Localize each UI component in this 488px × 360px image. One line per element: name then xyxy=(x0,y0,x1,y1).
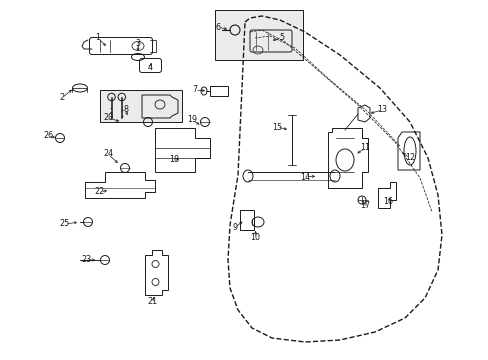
Text: 4: 4 xyxy=(147,63,152,72)
Text: 10: 10 xyxy=(249,234,260,243)
Text: 18: 18 xyxy=(169,156,179,165)
Text: 12: 12 xyxy=(404,153,414,162)
Bar xyxy=(215,10,303,60)
Text: 24: 24 xyxy=(103,149,113,158)
Text: 8: 8 xyxy=(123,105,128,114)
Text: 7: 7 xyxy=(192,85,197,94)
Text: 17: 17 xyxy=(359,201,369,210)
Text: 5: 5 xyxy=(279,33,284,42)
Text: 13: 13 xyxy=(376,105,386,114)
Text: 11: 11 xyxy=(359,144,369,153)
Bar xyxy=(240,210,253,230)
Text: 1: 1 xyxy=(95,33,101,42)
Text: 14: 14 xyxy=(299,172,309,181)
Text: 9: 9 xyxy=(232,222,237,231)
Text: 15: 15 xyxy=(271,122,282,131)
Text: 22: 22 xyxy=(95,188,105,197)
Text: 20: 20 xyxy=(103,113,113,122)
Text: 19: 19 xyxy=(186,116,197,125)
Text: 26: 26 xyxy=(43,131,53,140)
Text: 2: 2 xyxy=(60,94,64,103)
Text: 16: 16 xyxy=(382,198,392,207)
Text: 23: 23 xyxy=(81,256,91,265)
Text: 25: 25 xyxy=(60,220,70,229)
Text: 3: 3 xyxy=(135,39,140,48)
Text: 21: 21 xyxy=(146,297,157,306)
Text: 6: 6 xyxy=(215,22,220,31)
Bar xyxy=(209,86,227,96)
Bar xyxy=(100,90,182,122)
